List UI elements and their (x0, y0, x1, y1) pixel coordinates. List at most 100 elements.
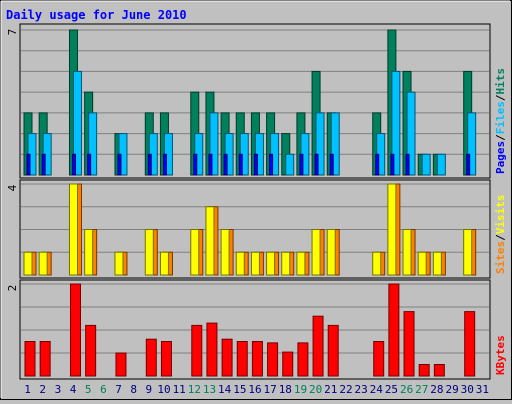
legend-separator: / (494, 134, 507, 141)
bar-visits-day-12 (190, 229, 200, 276)
bar-visits-day-15 (235, 251, 245, 276)
bar-pages-day-20 (314, 153, 319, 176)
x-tick-label-day-14: 14 (218, 383, 232, 396)
bar-files-day-18 (285, 153, 295, 176)
bar-visits-day-13 (205, 206, 215, 276)
legend-hits-files-pages: Pages/Files/Hits (494, 68, 507, 174)
x-tick-label-day-28: 28 (430, 383, 443, 396)
x-tick-label-day-27: 27 (415, 383, 428, 396)
x-tick-label-day-9: 9 (146, 383, 153, 396)
x-tick-label-day-4: 4 (70, 383, 77, 396)
bar-pages-day-9 (147, 153, 152, 176)
x-tick-label-day-21: 21 (324, 383, 337, 396)
x-tick-label-day-22: 22 (339, 383, 352, 396)
bar-pages-day-24 (375, 153, 380, 176)
x-tick-label-day-5: 5 (85, 383, 92, 396)
bar-kbytes-day-28 (433, 364, 445, 377)
x-tick-label-day-29: 29 (445, 383, 458, 396)
x-tick-label-day-20: 20 (309, 383, 322, 396)
bar-pages-day-12 (193, 153, 198, 176)
x-tick-label-day-15: 15 (233, 383, 246, 396)
bar-kbytes-day-21 (327, 324, 339, 377)
x-tick-label-day-6: 6 (100, 383, 107, 396)
x-tick-label-day-23: 23 (355, 383, 368, 396)
x-axis-labels: 1 2 3 4 5 6 7 8 9 10 11 12 13 14 15 16 17 18 19 20 21 22 23 24 2… (24, 383, 489, 396)
bar-visits-day-4 (68, 183, 78, 276)
x-tick-label-day-7: 7 (115, 383, 122, 396)
bar-pages-day-4 (71, 153, 76, 176)
bar-visits-day-20 (311, 229, 321, 276)
y-max-label-hits-files-pages: 7 (6, 29, 19, 36)
bar-pages-day-1 (26, 153, 31, 176)
bar-pages-day-15 (238, 153, 243, 176)
bar-visits-day-24 (372, 251, 382, 276)
bar-visits-day-5 (84, 229, 94, 276)
bar-kbytes-day-7 (115, 352, 127, 377)
x-tick-label-day-3: 3 (55, 383, 62, 396)
bar-files-day-20 (315, 112, 325, 176)
y-max-label-kbytes: 2 (6, 285, 19, 292)
bar-kbytes-day-5 (85, 324, 97, 377)
panel-hits-files-pages: 7 Pages/Files/Hits (6, 23, 507, 179)
bar-pages-day-2 (41, 153, 46, 176)
bar-kbytes-day-9 (145, 338, 157, 377)
bar-pages-day-10 (162, 153, 167, 176)
bar-kbytes-day-17 (267, 342, 279, 377)
bar-visits-day-7 (114, 251, 124, 276)
panel-visits-sites: 4 Sites/Visits (6, 179, 507, 279)
bar-visits-day-16 (250, 251, 260, 276)
bar-pages-day-26 (405, 153, 410, 176)
bar-files-day-26 (406, 91, 416, 176)
bar-pages-day-14 (223, 153, 228, 176)
bar-visits-day-30 (463, 229, 473, 276)
x-tick-label-day-11: 11 (173, 383, 186, 396)
bar-visits-day-14 (220, 229, 230, 276)
bar-kbytes-day-15 (236, 341, 248, 377)
bar-kbytes-day-27 (418, 364, 430, 377)
x-tick-label-day-17: 17 (264, 383, 277, 396)
legend-item-pages: Pages (494, 141, 507, 174)
bar-visits-day-26 (402, 229, 412, 276)
panel-kbytes: 2 KBytes (6, 279, 507, 380)
bar-kbytes-day-26 (403, 311, 415, 377)
x-tick-label-day-1: 1 (24, 383, 31, 396)
bar-kbytes-day-14 (221, 338, 233, 377)
bar-visits-day-9 (144, 229, 154, 276)
bar-pages-day-17 (269, 153, 274, 176)
bar-kbytes-day-19 (297, 342, 309, 377)
bar-visits-day-1 (23, 251, 33, 276)
bar-files-day-4 (72, 70, 82, 176)
bar-visits-day-18 (281, 251, 291, 276)
bar-visits-day-27 (417, 251, 427, 276)
bar-files-day-13 (209, 112, 219, 176)
bar-kbytes-day-10 (160, 341, 172, 377)
bar-pages-day-16 (253, 153, 258, 176)
bar-pages-day-13 (208, 153, 213, 176)
chart-title: Daily usage for June 2010 (6, 8, 187, 22)
x-tick-label-day-12: 12 (188, 383, 201, 396)
bar-files-day-21 (330, 112, 340, 176)
x-tick-label-day-26: 26 (400, 383, 413, 396)
bar-visits-day-17 (266, 251, 276, 276)
bar-kbytes-day-25 (388, 283, 400, 377)
x-tick-label-day-19: 19 (294, 383, 307, 396)
x-tick-label-day-30: 30 (461, 383, 474, 396)
bar-visits-day-21 (326, 229, 336, 276)
bar-kbytes-day-20 (312, 315, 324, 377)
bar-pages-day-19 (299, 153, 304, 176)
legend-item-files: Files (494, 101, 507, 134)
x-tick-label-day-31: 31 (476, 383, 489, 396)
bar-files-day-27 (421, 153, 431, 176)
bar-files-day-5 (88, 112, 98, 176)
bar-visits-day-10 (159, 251, 169, 276)
y-max-label-visits-sites: 4 (6, 184, 19, 191)
legend-separator: / (494, 234, 507, 241)
x-tick-label-day-18: 18 (279, 383, 292, 396)
bar-pages-day-25 (390, 153, 395, 176)
bar-pages-day-7 (117, 153, 122, 176)
bar-files-day-30 (467, 112, 477, 176)
bar-pages-day-30 (466, 153, 471, 176)
x-tick-label-day-16: 16 (248, 383, 261, 396)
